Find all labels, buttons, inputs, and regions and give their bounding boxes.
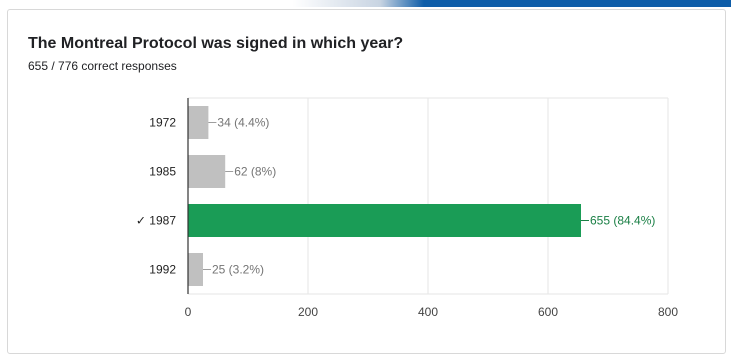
bar-0 — [188, 106, 209, 139]
axes: 0 200 400 600 800 — [185, 98, 678, 319]
x-tick-label: 400 — [418, 305, 438, 319]
bars — [188, 106, 581, 286]
question-summary-card: The Montreal Protocol was signed in whic… — [7, 9, 726, 354]
grid-lines — [188, 97, 669, 295]
correct-responses-count: 655 / 776 correct responses — [28, 59, 177, 73]
value-label: 25 (3.2%) — [212, 263, 264, 277]
bar-3 — [188, 253, 203, 286]
x-tick-label: 0 — [185, 305, 192, 319]
value-label: 62 (8%) — [234, 165, 276, 179]
bar-1 — [188, 155, 226, 188]
x-tick-label: 200 — [298, 305, 318, 319]
category-label: ✓ 1987 — [136, 214, 176, 228]
browser-top-band — [0, 0, 731, 7]
value-label: 655 (84.4%) — [590, 214, 655, 228]
question-title: The Montreal Protocol was signed in whic… — [28, 35, 404, 52]
category-label: 1985 — [149, 165, 176, 179]
category-label: 1972 — [149, 116, 176, 130]
x-tick-label: 800 — [658, 305, 678, 319]
category-label: 1992 — [149, 263, 176, 277]
value-label: 34 (4.4%) — [217, 116, 269, 130]
bar-2 — [188, 204, 581, 237]
labels: 1972 34 (4.4%) 1985 62 (8%) ✓ 1987 655 (84.4%… — [136, 116, 655, 277]
x-tick-label: 600 — [538, 305, 558, 319]
